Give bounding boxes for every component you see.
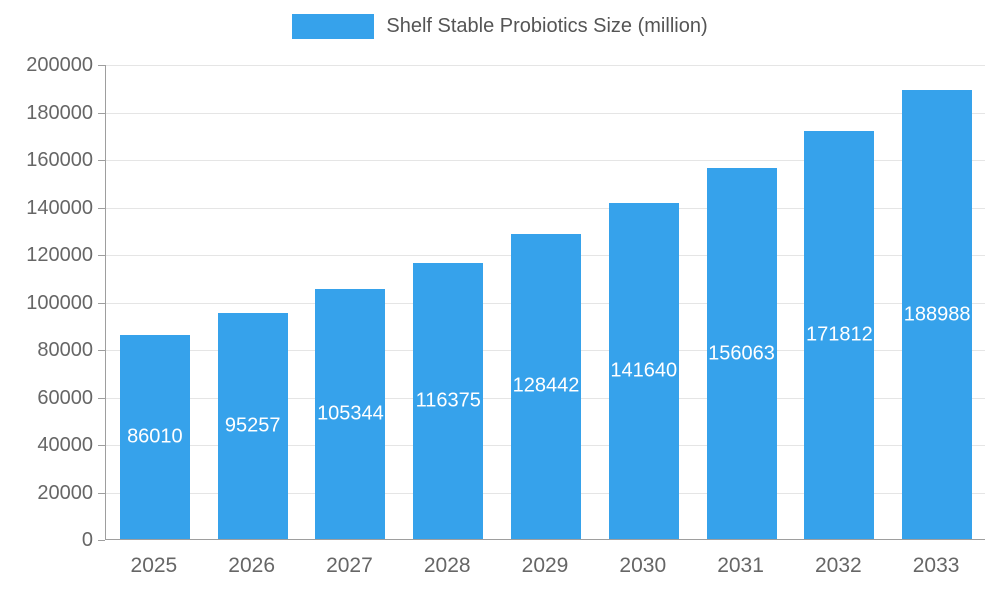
x-tick-label: 2029	[521, 554, 569, 577]
legend-swatch	[292, 14, 375, 39]
bar-value-label: 116375	[415, 389, 481, 412]
x-tick-label: 2027	[326, 554, 373, 577]
gridline	[106, 160, 985, 161]
bar: 116375	[413, 262, 484, 539]
plot-area: 86010 95257 105344 116375 128442 141640 156063…	[105, 65, 985, 540]
y-tick-label: 180000	[26, 101, 93, 124]
y-axis-tick	[98, 492, 105, 494]
y-tick-label: 100000	[26, 291, 93, 314]
y-tick-label: 20000	[37, 481, 93, 504]
bar: 141640	[608, 202, 679, 539]
bar-value-label: 105344	[317, 402, 384, 425]
x-tick-label: 2025	[130, 554, 178, 577]
x-tick-label: 2033	[912, 554, 960, 577]
bar: 86010	[119, 334, 190, 539]
y-axis-tick	[98, 112, 105, 114]
x-tick-label: 2030	[619, 554, 667, 577]
x-tick-label: 2028	[423, 554, 471, 577]
y-axis-tick	[98, 160, 105, 161]
y-tick-label: 40000	[37, 434, 93, 456]
y-axis-tick	[98, 445, 105, 446]
legend[interactable]: Shelf Stable Probiotics Size (million)	[0, 14, 1000, 39]
y-tick-label: 60000	[37, 386, 93, 409]
bar-value-label: 86010	[127, 425, 183, 448]
bar-value-label: 141640	[610, 359, 678, 382]
y-tick-label: 160000	[26, 149, 93, 171]
bar: 95257	[217, 312, 288, 539]
bar: 128442	[511, 233, 581, 539]
y-tick-label: 80000	[37, 339, 93, 361]
bar-value-label: 95257	[224, 414, 281, 437]
y-axis-tick	[98, 540, 105, 541]
y-axis-tick	[98, 207, 105, 209]
gridline	[106, 65, 985, 66]
x-tick-label: 2031	[717, 554, 764, 577]
y-axis-tick	[98, 65, 105, 66]
y-axis-tick	[98, 350, 105, 351]
bar: 105344	[315, 288, 386, 539]
bar-value-label: 171812	[805, 323, 873, 346]
y-axis-tick	[98, 302, 105, 304]
bar-value-label: 156063	[708, 342, 775, 365]
y-tick-label: 200000	[26, 54, 93, 76]
gridline	[106, 112, 985, 114]
y-tick-label: 120000	[26, 244, 93, 266]
gridline	[106, 207, 985, 209]
y-tick-label: 0	[81, 529, 93, 551]
bar: 171812	[804, 130, 875, 539]
y-tick-label: 140000	[26, 196, 93, 219]
bar-value-label: 128442	[512, 374, 580, 397]
x-tick-label: 2032	[814, 554, 862, 577]
y-axis-tick	[98, 397, 105, 399]
bar: 156063	[706, 168, 777, 539]
legend-label: Shelf Stable Probiotics Size (million)	[386, 15, 708, 37]
y-axis-tick	[98, 255, 105, 256]
x-tick-label: 2026	[228, 554, 276, 577]
bar: 188988	[902, 90, 973, 539]
bar-value-label: 188988	[903, 303, 971, 326]
